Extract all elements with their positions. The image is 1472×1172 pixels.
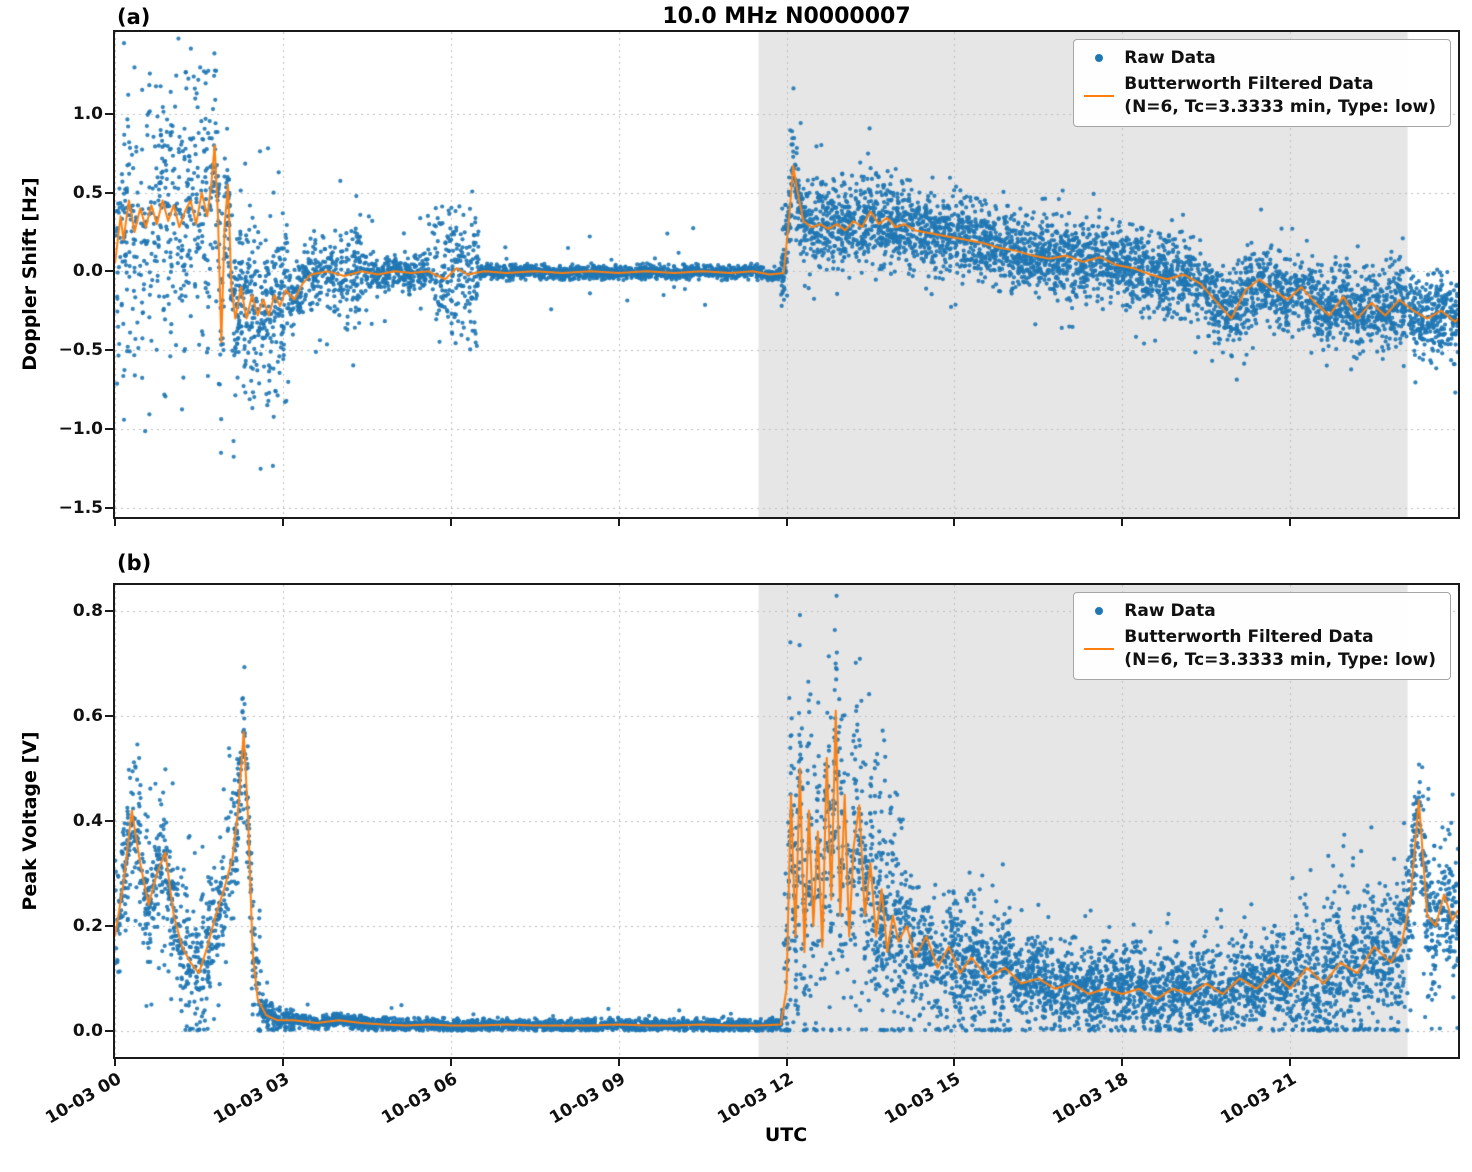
filtered-line-marker-icon <box>1084 647 1115 650</box>
legend-raw-entry: Raw Data <box>1082 47 1436 70</box>
y-tick-mark <box>105 427 113 430</box>
legend-filtered-label-line2: (N=6, Tc=3.3333 min, Type: low) <box>1124 96 1436 117</box>
x-tick-mark <box>281 519 284 526</box>
x-tick-label: 10-03 00 <box>42 1069 125 1129</box>
x-tick-mark <box>785 519 788 526</box>
x-tick-mark <box>1121 519 1124 526</box>
panel-b-plot-area: Raw Data Butterworth Filtered Data (N=6,… <box>113 583 1460 1059</box>
x-tick-mark <box>617 1059 620 1066</box>
panel-b-tag: (b) <box>117 551 152 575</box>
y-tick-label: 1.0 <box>72 103 103 124</box>
panel-b-legend: Raw Data Butterworth Filtered Data (N=6,… <box>1073 592 1451 680</box>
x-tick-mark <box>114 1059 116 1066</box>
y-tick-mark <box>105 610 113 613</box>
x-tick-label: 10-03 03 <box>210 1069 293 1129</box>
x-tick-mark <box>953 1059 956 1066</box>
x-tick-label: 10-03 21 <box>1217 1069 1301 1129</box>
legend-filtered-label: Butterworth Filtered Data (N=6, Tc=3.333… <box>1124 73 1436 119</box>
x-tick-mark <box>114 519 116 526</box>
y-tick-label: −0.5 <box>58 340 103 361</box>
panel-a-legend: Raw Data Butterworth Filtered Data (N=6,… <box>1073 39 1451 127</box>
y-tick-label: 0.0 <box>72 1020 103 1041</box>
raw-data-marker-icon <box>1095 54 1104 63</box>
y-tick-mark <box>105 924 113 927</box>
x-tick-mark <box>281 1059 284 1066</box>
y-tick-label: 0.4 <box>72 811 103 831</box>
legend-filtered-label-line2: (N=6, Tc=3.3333 min, Type: low) <box>1124 649 1436 670</box>
legend-raw-label: Raw Data <box>1124 48 1216 68</box>
y-tick-label: 0.5 <box>72 182 103 203</box>
x-tick-mark <box>1289 1059 1292 1066</box>
x-tick-label: 10-03 09 <box>545 1069 629 1129</box>
y-tick-mark <box>105 191 113 194</box>
y-tick-label: 0.6 <box>72 706 103 727</box>
x-tick-mark <box>1289 519 1292 526</box>
legend-filtered-label-line1: Butterworth Filtered Data <box>1124 626 1374 647</box>
y-tick-mark <box>105 715 113 718</box>
y-tick-mark <box>105 112 113 115</box>
x-tick-label: 10-03 15 <box>881 1069 965 1129</box>
x-tick-mark <box>449 1059 452 1066</box>
y-tick-label: 0.8 <box>72 601 103 622</box>
y-tick-label: 0.2 <box>72 915 103 936</box>
legend-filtered-entry: Butterworth Filtered Data (N=6, Tc=3.333… <box>1082 626 1436 672</box>
raw-data-marker-icon <box>1095 607 1104 616</box>
x-axis-label: UTC <box>764 1124 808 1146</box>
figure-title: 10.0 MHz N0000007 <box>662 4 911 29</box>
y-tick-label: 0.0 <box>72 261 103 282</box>
y-tick-mark <box>105 349 113 352</box>
panel-a-tag: (a) <box>117 5 151 29</box>
y-tick-mark <box>105 820 113 822</box>
y-tick-mark <box>105 1029 113 1032</box>
x-tick-mark <box>617 519 620 526</box>
legend-filtered-label: Butterworth Filtered Data (N=6, Tc=3.333… <box>1124 626 1436 672</box>
legend-filtered-label-line1: Butterworth Filtered Data <box>1124 73 1374 94</box>
x-tick-label: 10-03 12 <box>713 1069 797 1129</box>
legend-marker-col <box>1082 607 1116 616</box>
y-tick-label: −1.5 <box>58 497 103 518</box>
legend-raw-label: Raw Data <box>1124 601 1216 621</box>
y-tick-mark <box>105 270 113 273</box>
legend-marker-col <box>1082 94 1116 97</box>
x-tick-mark <box>785 1059 788 1066</box>
filtered-line-marker-icon <box>1084 94 1115 97</box>
x-tick-mark <box>953 519 956 526</box>
x-tick-label: 10-03 18 <box>1049 1069 1133 1129</box>
legend-marker-col <box>1082 647 1116 650</box>
x-tick-mark <box>1121 1059 1124 1066</box>
y-tick-mark <box>105 506 113 509</box>
y-tick-label: −1.0 <box>58 418 103 439</box>
x-tick-label: 10-03 06 <box>378 1069 461 1129</box>
x-tick-mark <box>449 519 452 526</box>
legend-marker-col <box>1082 54 1116 63</box>
panel-a-plot-area: Raw Data Butterworth Filtered Data (N=6,… <box>113 30 1460 519</box>
legend-raw-entry: Raw Data <box>1082 600 1436 623</box>
legend-filtered-entry: Butterworth Filtered Data (N=6, Tc=3.333… <box>1082 73 1436 119</box>
